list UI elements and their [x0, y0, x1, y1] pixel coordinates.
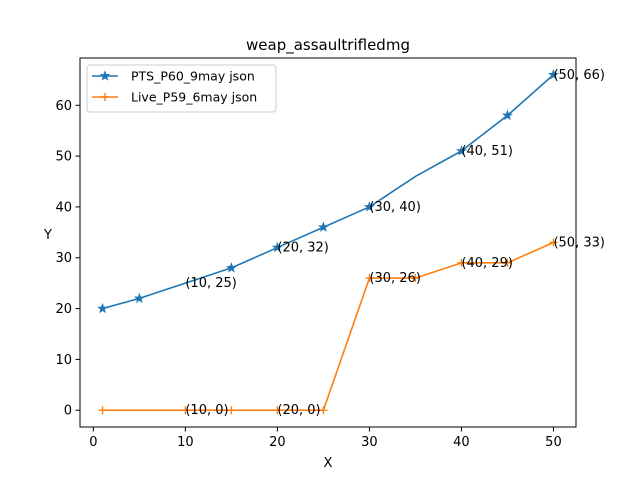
axes-frame — [79, 57, 577, 428]
data-label: (10, 25) — [185, 276, 237, 291]
y-axis-ticks: 0 10 20 30 40 50 60 — [55, 99, 80, 419]
chart-title: weap_assaultrifledmg — [246, 36, 410, 55]
x-tick-label: 20 — [269, 435, 286, 450]
data-label: (30, 26) — [369, 271, 421, 286]
data-point — [317, 221, 329, 232]
data-label: (20, 32) — [277, 241, 329, 256]
y-tick-label: 50 — [55, 150, 72, 165]
data-point — [319, 406, 328, 415]
data-point — [501, 109, 513, 121]
y-tick-label: 10 — [55, 353, 72, 368]
data-point — [457, 258, 466, 267]
y-axis-label: Y — [43, 228, 52, 243]
series-1 — [97, 68, 559, 314]
x-tick-label: 50 — [545, 435, 562, 450]
y-tick-label: 0 — [64, 404, 72, 419]
y-tick-label: 20 — [55, 302, 72, 317]
x-tick-label: 10 — [177, 435, 194, 450]
data-label: (30, 40) — [369, 200, 421, 215]
x-tick-label: 30 — [361, 435, 378, 450]
data-label: (20, 0) — [277, 403, 320, 418]
y-tick-label: 30 — [55, 251, 72, 266]
data-label: (40, 29) — [461, 256, 512, 271]
x-axis-ticks: 0 10 20 30 40 50 — [89, 427, 562, 450]
data-annotations: (10, 25) (20, 32) (30, 40) (40, 51) (50, 66)… — [185, 68, 605, 418]
legend-box — [86, 64, 277, 113]
x-axis-label: X — [324, 456, 333, 471]
data-point — [133, 292, 145, 304]
data-point — [365, 274, 374, 283]
data-point — [549, 238, 558, 247]
data-label: (10, 0) — [185, 403, 228, 418]
series-2 — [98, 238, 558, 415]
y-tick-label: 60 — [55, 99, 72, 114]
data-label: (50, 33) — [553, 236, 605, 251]
data-label: (50, 66) — [553, 68, 605, 83]
series-line — [102, 241, 554, 412]
legend: PTS_P60_9may json Live_P59_6may json — [86, 64, 277, 113]
y-tick-label: 40 — [55, 200, 72, 215]
data-point — [411, 274, 420, 283]
legend-entry-label: Live_P59_6may json — [131, 90, 257, 105]
data-label: (40, 51) — [461, 144, 512, 159]
data-point — [181, 406, 190, 415]
data-point — [271, 241, 283, 253]
legend-entry-label: PTS_P60_9may json — [131, 69, 255, 84]
legend-marker — [99, 70, 111, 81]
x-tick-label: 40 — [453, 435, 470, 450]
legend-marker — [101, 93, 109, 101]
data-point — [98, 406, 107, 415]
data-point — [547, 68, 559, 80]
x-tick-label: 0 — [89, 435, 97, 450]
data-point — [97, 302, 109, 314]
data-point — [455, 145, 467, 156]
plot-area — [97, 68, 559, 415]
data-point — [225, 262, 237, 273]
data-point — [503, 258, 512, 267]
data-point — [227, 406, 236, 415]
data-point — [273, 406, 282, 415]
data-point — [363, 201, 375, 212]
